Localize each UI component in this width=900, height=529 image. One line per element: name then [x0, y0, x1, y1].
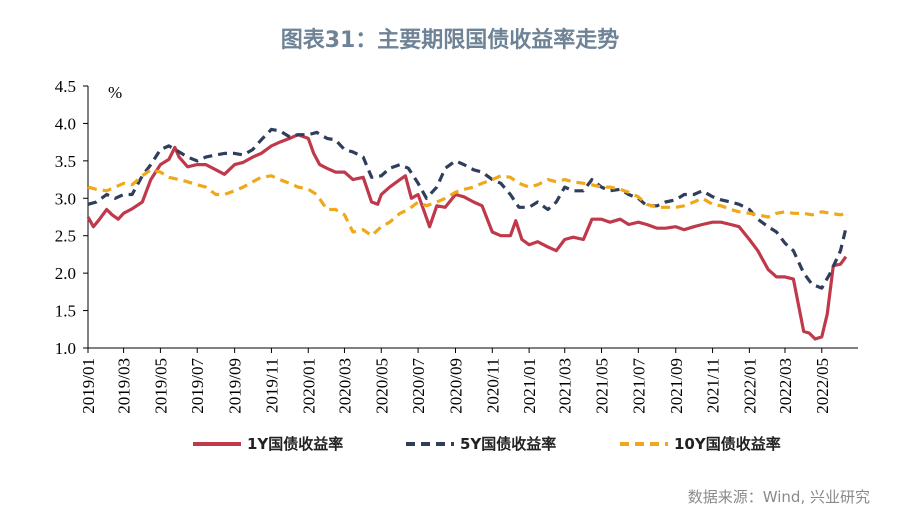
x-tick-label: 2022/03: [776, 358, 795, 414]
x-tick-label: 2019/09: [226, 358, 245, 414]
x-tick-label: 2019/05: [151, 358, 170, 414]
x-tick-label: 2019/03: [115, 358, 134, 414]
x-tick-label: 2020/01: [299, 358, 318, 414]
x-tick-label: 2020/11: [483, 358, 502, 413]
legend-label-1: 1Y国债收益率: [247, 435, 343, 453]
y-tick-label: 4.0: [55, 114, 76, 133]
legend-label-2: 5Y国债收益率: [460, 435, 556, 453]
source-note: 数据来源：Wind, 兴业研究: [687, 488, 870, 506]
legend: 1Y国债收益率 5Y国债收益率 10Y国债收益率: [193, 435, 781, 453]
y-tick-label: 3.0: [55, 189, 76, 208]
series-lines: [86, 127, 848, 341]
x-tick-label: 2021/03: [556, 358, 575, 414]
x-tick-label: 2020/03: [335, 358, 354, 414]
legend-label-3: 10Y国债收益率: [674, 435, 781, 453]
y-tick-label: 1.5: [55, 302, 76, 321]
x-tick-label: 2019/07: [188, 358, 207, 414]
y-tick-label: 2.5: [55, 227, 76, 246]
x-tick-label: 2020/07: [409, 358, 428, 414]
chart-title: 图表31：主要期限国债收益率走势: [280, 28, 620, 53]
y-tick-label: 2.0: [55, 264, 76, 283]
x-tick-label: 2021/09: [667, 358, 686, 414]
x-tick-label: 2021/05: [593, 358, 612, 414]
series-line-1: [86, 133, 848, 341]
x-tick-label: 2022/01: [740, 358, 759, 414]
x-tick-label: 2022/05: [813, 358, 832, 414]
x-tick-label: 2020/05: [372, 358, 391, 414]
x-tick-label: 2021/11: [704, 358, 723, 413]
x-tick-label: 2020/09: [447, 358, 466, 414]
x-tick-label: 2019/11: [262, 358, 281, 413]
x-tick-label: 2019/01: [79, 358, 98, 414]
x-tick-label: 2021/07: [629, 358, 648, 414]
axes: 1.0 1.5 2.0 2.5 3.0 3.5 4.0 4.5 % 2019/01 2019/03 2…: [55, 77, 858, 414]
y-tick-label: 1.0: [55, 339, 76, 358]
y-axis-unit: %: [108, 83, 122, 102]
series-line-3: [87, 168, 847, 238]
y-tick-label: 4.5: [55, 77, 76, 96]
x-tick-label: 2021/01: [520, 358, 539, 414]
series-line-2: [87, 127, 848, 290]
y-tick-label: 3.5: [55, 152, 76, 171]
